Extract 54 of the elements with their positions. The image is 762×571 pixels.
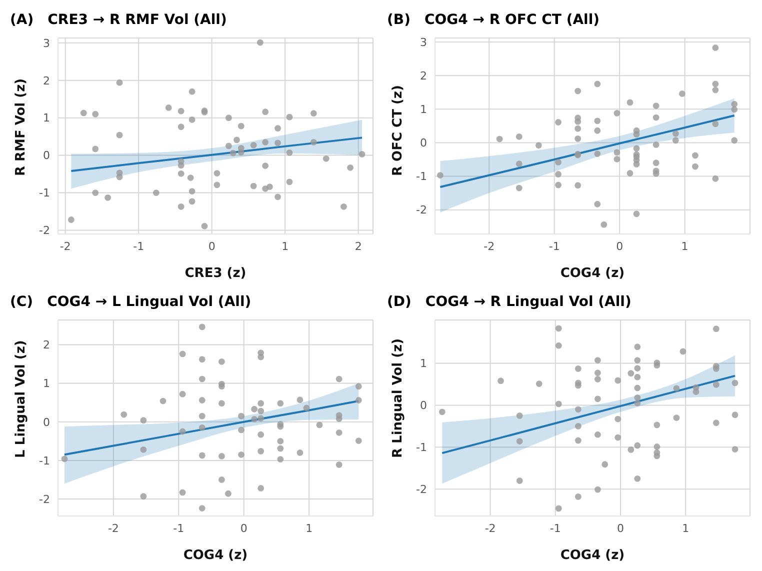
x-tick-label: -2 <box>108 522 119 535</box>
y-tick-label: -1 <box>416 441 427 454</box>
y-tick-label: -2 <box>39 224 50 238</box>
y-tick-label: -2 <box>416 204 427 217</box>
y-axis-title: L Lingual Vol (z) <box>14 340 29 458</box>
y-tick-label: 0 <box>420 399 427 412</box>
x-tick-label: 1 <box>681 240 688 253</box>
text: (B) <box>387 12 410 28</box>
y-axis-title: R Lingual Vol (z) <box>390 338 406 458</box>
x-tick-label: 0 <box>208 240 216 253</box>
y-tick-label: 2 <box>420 69 427 82</box>
y-tick-label: 3 <box>420 36 427 49</box>
x-tick-label: 1 <box>306 522 313 535</box>
chart-title: COG4 → R OFC CT (All) <box>424 12 600 28</box>
x-axis-title: COG4 (z) <box>183 548 248 564</box>
text: (D) <box>387 294 412 310</box>
y-tick-label: 0 <box>420 136 427 150</box>
x-tick-label: -2 <box>60 240 71 253</box>
y-axis-title: R OFC CT (z) <box>390 85 406 176</box>
y-tick-label: 1 <box>43 377 50 390</box>
chart-title: CRE3 → R RMF Vol (All) <box>48 12 227 28</box>
y-tick-label: -1 <box>39 186 50 200</box>
y-axis-title: R RMF Vol (z) <box>14 78 29 176</box>
x-axis-title: COG4 (z) <box>560 266 625 282</box>
y-tick-label: -2 <box>39 492 50 506</box>
y-tick-label: -1 <box>39 454 50 468</box>
chart-title: COG4 → R Lingual Vol (All) <box>425 294 632 310</box>
y-tick-label: 1 <box>420 103 427 116</box>
y-tick-label: -1 <box>416 170 427 184</box>
x-tick-label: 1 <box>682 522 690 535</box>
x-tick-label: 2 <box>354 240 362 253</box>
x-tick-label: 1 <box>282 240 289 253</box>
chart-title: COG4 → L Lingual Vol (All) <box>47 294 252 310</box>
x-axis-title: COG4 (z) <box>560 548 625 564</box>
y-tick-label: 2 <box>43 74 50 88</box>
text: (A) <box>10 12 34 28</box>
x-tick-label: 0 <box>616 522 624 535</box>
x-tick-label: 0 <box>240 522 248 535</box>
y-tick-label: 0 <box>43 149 50 162</box>
y-tick-label: 2 <box>43 338 50 352</box>
text: (C) <box>10 294 34 310</box>
x-tick-label: -1 <box>550 522 561 535</box>
y-tick-label: 1 <box>420 357 427 370</box>
x-tick-label: -1 <box>133 240 144 253</box>
y-tick-label: 1 <box>43 112 50 125</box>
x-tick-label: -2 <box>484 522 496 535</box>
x-tick-label: -1 <box>548 240 560 253</box>
y-tick-label: 3 <box>43 36 50 50</box>
y-tick-label: -2 <box>416 483 427 496</box>
x-tick-label: 0 <box>616 240 624 253</box>
x-tick-label: -2 <box>484 240 495 253</box>
x-tick-label: -1 <box>173 522 184 535</box>
x-axis-title: CRE3 (z) <box>184 266 246 282</box>
y-tick-label: 0 <box>43 416 50 429</box>
